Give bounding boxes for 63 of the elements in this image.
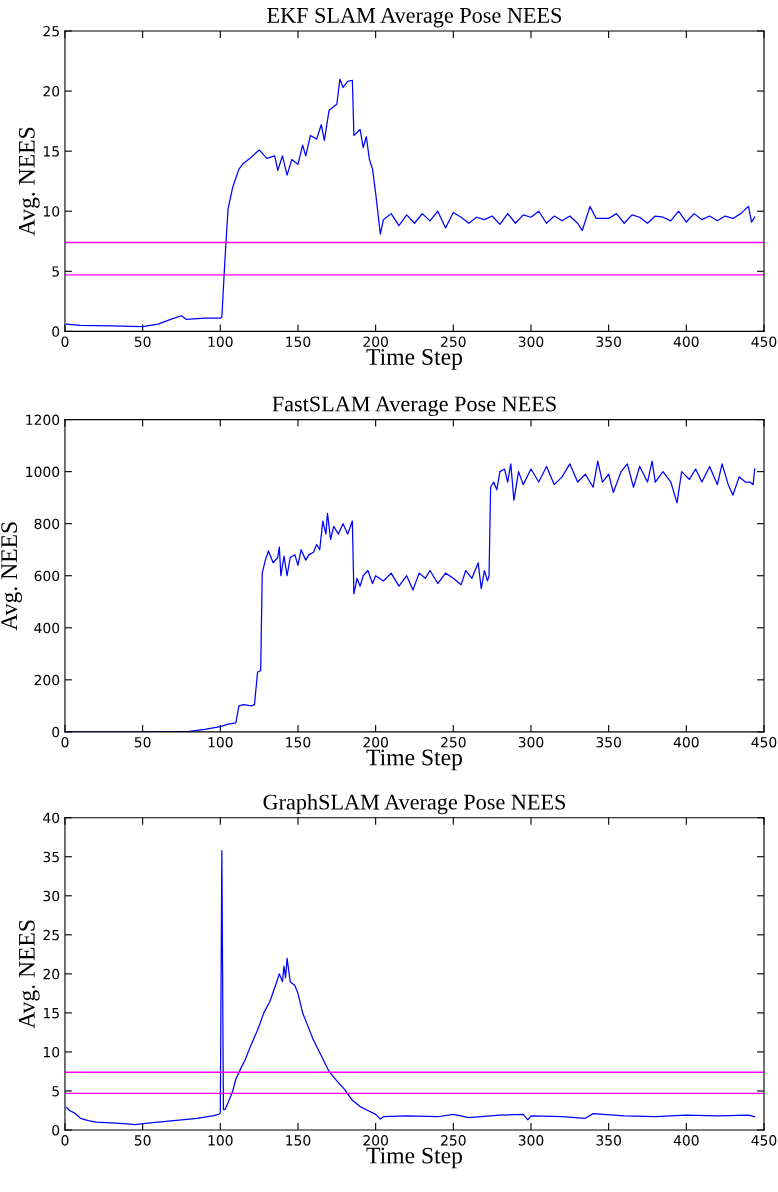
x-tick-label: 300 <box>518 736 544 748</box>
x-tick-label: 0 <box>61 736 69 748</box>
x-tick-label: 250 <box>441 1135 466 1146</box>
y-tick-label: 40 <box>43 812 60 824</box>
y-tick-label: 1200 <box>26 414 60 426</box>
x-axis-title: Time Step <box>366 749 462 771</box>
y-tick-label: 10 <box>43 1046 60 1058</box>
x-tick-label: 0 <box>61 336 69 347</box>
x-tick-label: 100 <box>208 736 233 748</box>
x-tick-label: 150 <box>286 336 311 347</box>
x-tick-label: 350 <box>596 736 621 748</box>
y-tick-label: 20 <box>43 968 60 980</box>
x-tick-label: 150 <box>286 1135 311 1146</box>
chart-title: FastSLAM Average Pose NEES <box>272 396 556 417</box>
y-tick-label: 25 <box>43 25 59 37</box>
x-tick-label: 450 <box>751 1135 777 1146</box>
x-tick-label: 100 <box>208 1135 233 1146</box>
y-tick-label: 10 <box>43 206 60 217</box>
y-tick-label: 600 <box>34 570 60 582</box>
y-tick-label: 0 <box>52 326 60 337</box>
y-tick-label: 5 <box>52 1086 59 1097</box>
chart-title: EKF SLAM Average Pose NEES <box>267 7 562 28</box>
line-series <box>65 78 756 328</box>
x-axis-title: Time Step <box>366 349 462 370</box>
x-tick-label: 50 <box>134 1135 151 1146</box>
y-tick-label: 800 <box>34 518 60 530</box>
x-tick-label: 350 <box>596 1135 621 1146</box>
x-tick-label: 0 <box>61 1135 69 1146</box>
x-tick-label: 200 <box>363 1135 388 1146</box>
y-tick-label: 20 <box>43 86 60 97</box>
y-axis-title: Avg. NEES <box>1 522 22 631</box>
x-tick-label: 100 <box>208 336 233 347</box>
y-tick-label: 30 <box>43 890 60 902</box>
x-tick-label: 250 <box>441 336 466 347</box>
y-tick-label: 1000 <box>26 466 60 478</box>
x-tick-label: 450 <box>751 336 777 347</box>
y-tick-label: 5 <box>52 266 59 277</box>
chart-title: GraphSLAM Average Pose NEES <box>263 793 566 815</box>
x-tick-label: 400 <box>673 1135 699 1146</box>
y-axis-title: Avg. NEES <box>18 127 40 236</box>
x-tick-label: 150 <box>286 736 311 748</box>
y-tick-label: 35 <box>43 851 59 863</box>
line-series <box>65 849 756 1126</box>
x-tick-label: 300 <box>518 1135 544 1146</box>
x-tick-label: 50 <box>134 736 151 748</box>
x-tick-label: 200 <box>363 736 388 748</box>
x-tick-label: 400 <box>673 736 699 748</box>
y-axis-title: Avg. NEES <box>18 920 40 1029</box>
y-tick-label: 200 <box>34 674 60 686</box>
x-tick-label: 50 <box>134 336 151 347</box>
x-tick-label: 400 <box>673 336 699 347</box>
x-axis-title: Time Step <box>366 1147 462 1169</box>
y-tick-label: 25 <box>43 929 59 941</box>
x-tick-label: 200 <box>363 336 388 347</box>
x-tick-label: 450 <box>751 736 777 748</box>
x-tick-label: 300 <box>518 336 544 347</box>
x-tick-label: 350 <box>596 336 621 347</box>
y-tick-label: 0 <box>52 726 60 738</box>
y-tick-label: 15 <box>43 146 59 157</box>
y-tick-label: 400 <box>34 622 60 634</box>
y-tick-label: 15 <box>43 1008 59 1019</box>
y-tick-label: 0 <box>52 1124 60 1136</box>
x-tick-label: 250 <box>441 736 466 748</box>
